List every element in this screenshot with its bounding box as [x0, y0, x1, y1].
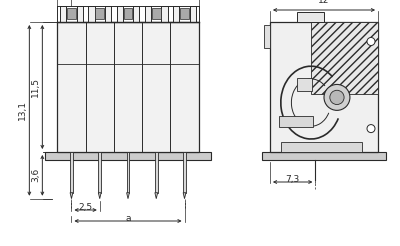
Polygon shape: [70, 193, 73, 199]
Bar: [45, 152, 211, 160]
Polygon shape: [98, 193, 101, 199]
Polygon shape: [155, 193, 158, 199]
Text: 13,1: 13,1: [18, 100, 27, 120]
Polygon shape: [183, 193, 186, 199]
Bar: [60, 6, 66, 22]
Bar: [173, 6, 180, 22]
Bar: [264, 25, 270, 48]
Bar: [133, 6, 139, 22]
Bar: [124, 8, 132, 19]
Bar: [297, 78, 312, 91]
Text: 11,5: 11,5: [31, 77, 40, 97]
Bar: [88, 6, 95, 22]
Bar: [57, 22, 199, 152]
Bar: [105, 6, 111, 22]
Bar: [152, 8, 161, 19]
Bar: [183, 152, 186, 193]
Bar: [117, 6, 123, 22]
Text: 2,5: 2,5: [78, 203, 93, 212]
Bar: [67, 8, 76, 19]
Circle shape: [367, 125, 375, 133]
Bar: [95, 8, 104, 19]
Bar: [98, 152, 101, 193]
Bar: [279, 116, 313, 127]
Bar: [262, 152, 386, 160]
Bar: [270, 22, 378, 152]
Bar: [297, 12, 324, 22]
Bar: [126, 152, 130, 193]
Text: a: a: [125, 214, 131, 223]
Bar: [190, 6, 196, 22]
Polygon shape: [126, 193, 130, 199]
Bar: [155, 152, 158, 193]
Bar: [281, 142, 362, 152]
Circle shape: [330, 90, 344, 105]
Text: 12: 12: [318, 0, 330, 5]
Bar: [311, 22, 378, 93]
Bar: [76, 6, 83, 22]
Bar: [161, 6, 168, 22]
Bar: [145, 6, 151, 22]
Circle shape: [367, 37, 375, 46]
Circle shape: [324, 84, 350, 110]
Text: 3,6: 3,6: [31, 168, 40, 183]
Text: 7,3: 7,3: [286, 175, 300, 184]
Bar: [180, 8, 189, 19]
Bar: [70, 152, 73, 193]
